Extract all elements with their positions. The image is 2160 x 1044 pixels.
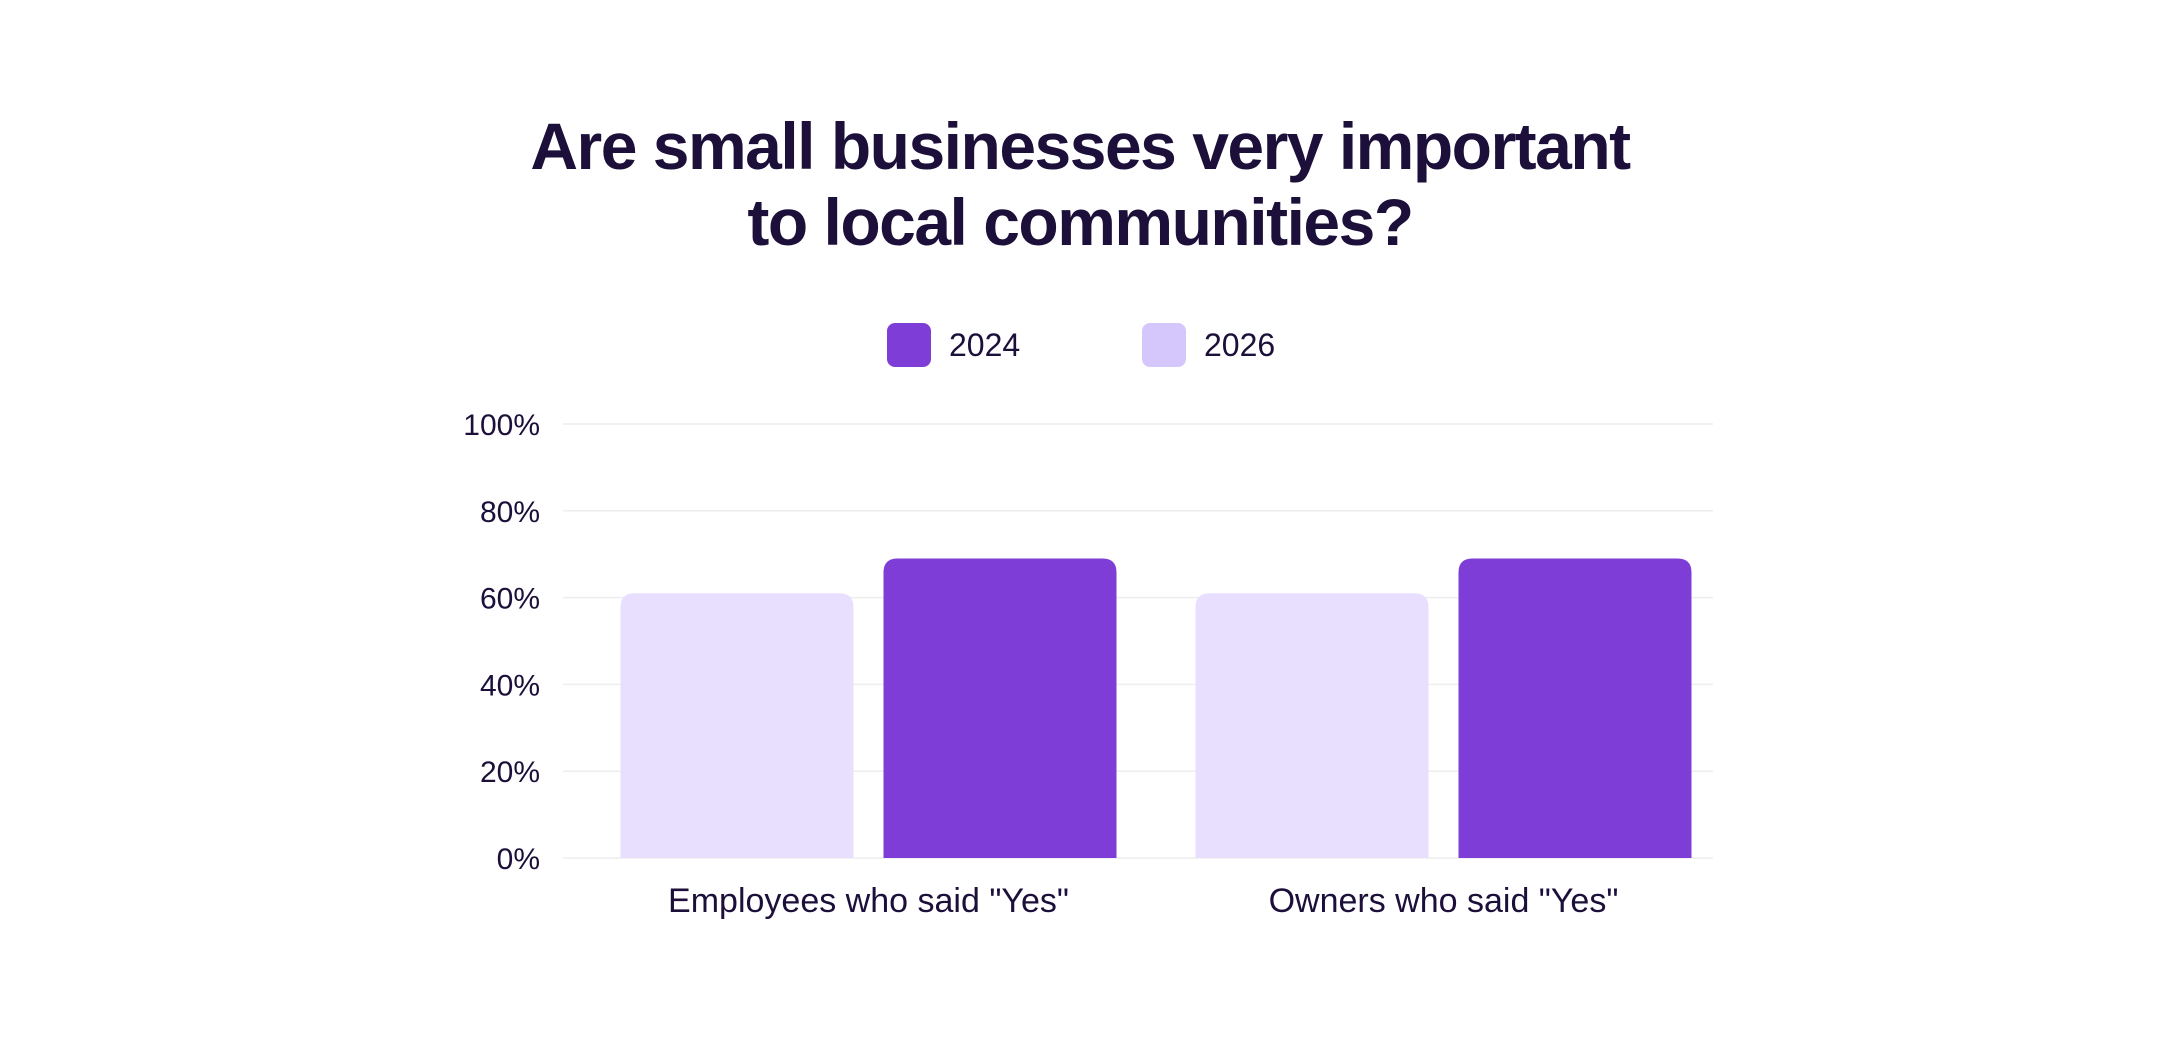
chart-title-line-2: to local communities?	[747, 185, 1414, 259]
bar-2026-owners	[1195, 593, 1429, 858]
legend-swatch-2026	[1142, 323, 1186, 367]
bar-2026-employees	[620, 593, 854, 858]
chart-title-line-1: Are small businesses very important	[530, 109, 1631, 183]
chart-title: Are small businesses very important to l…	[0, 108, 2160, 260]
x-category-label-employees: Employees who said "Yes"	[668, 882, 1069, 920]
legend-label-2026: 2026	[1204, 326, 1276, 363]
x-category-label-owners: Owners who said "Yes"	[1269, 882, 1619, 920]
legend-item-2026: 2026	[1142, 322, 1275, 368]
y-tick-label-80: 80%	[480, 496, 540, 529]
y-tick-label-40: 40%	[480, 669, 540, 702]
legend-swatch-2024	[887, 323, 931, 367]
y-tick-label-0: 0%	[497, 843, 540, 876]
legend-item-2024: 2024	[887, 322, 1020, 368]
bar-2024-owners	[1458, 558, 1692, 858]
y-tick-label-100: 100%	[463, 409, 540, 442]
y-tick-label-20: 20%	[480, 756, 540, 789]
chart-legend: 2024 2026	[0, 322, 2160, 368]
y-tick-label-60: 60%	[480, 583, 540, 616]
legend-label-2024: 2024	[949, 326, 1021, 363]
bar-2024-employees	[883, 558, 1117, 858]
